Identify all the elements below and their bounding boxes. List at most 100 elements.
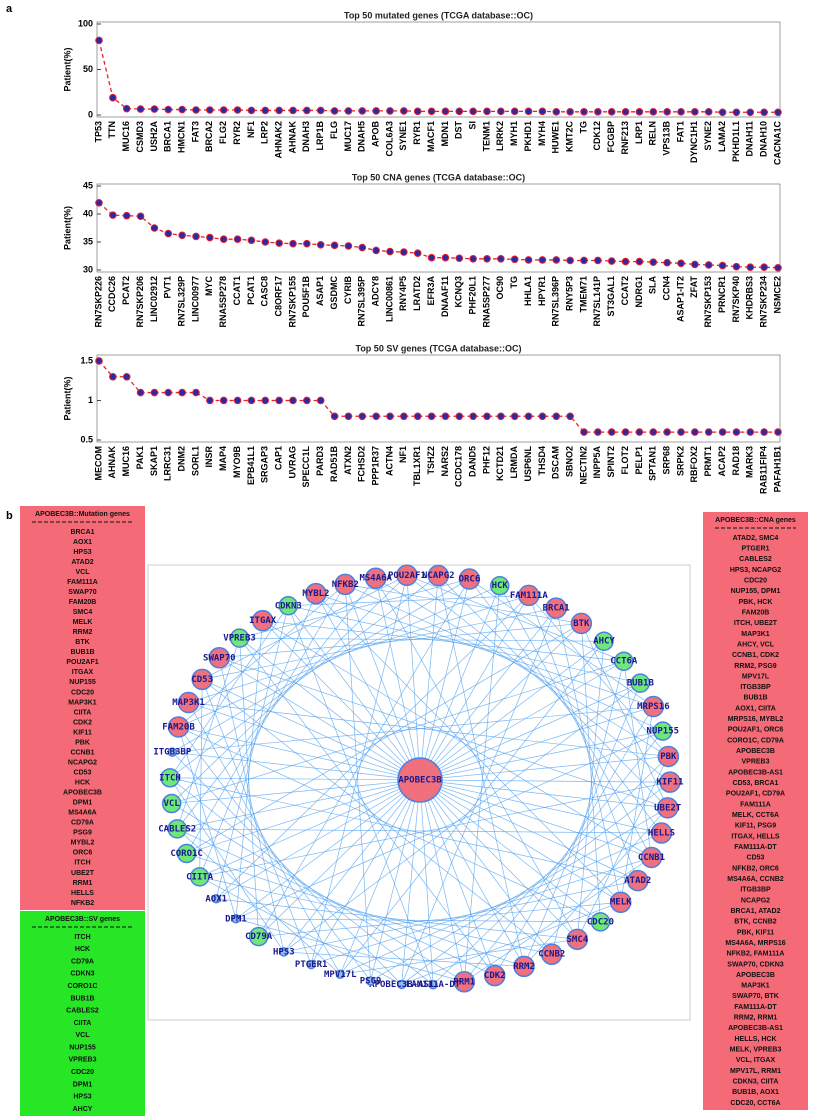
data-point [330, 107, 339, 115]
node-label: SMC4 [566, 935, 588, 945]
x-tick-label: CACNA1C [772, 121, 782, 166]
x-tick-label: PARD3 [315, 446, 325, 476]
y-tick-label: 50 [83, 64, 93, 74]
network-node [458, 568, 481, 590]
edge [419, 779, 668, 809]
edge [287, 605, 434, 985]
data-point [635, 108, 644, 116]
list-item: APOBEC3B-AS1 [728, 1025, 783, 1032]
node-label: PTGER1 [295, 960, 328, 970]
data-point [607, 428, 616, 436]
node-label: RRM2 [513, 962, 535, 972]
network-node [334, 573, 356, 596]
x-tick-label: CDK12 [592, 121, 602, 151]
network-node [208, 647, 231, 669]
list-item: FAM20B [742, 609, 770, 616]
edge [419, 595, 530, 781]
data-point [746, 108, 755, 117]
x-tick-label: RN7SKP234 [759, 276, 769, 328]
network-node [189, 867, 210, 887]
x-tick-label: SRPK2 [675, 446, 685, 476]
edge [555, 607, 622, 903]
data-point [732, 108, 741, 117]
data-point [663, 258, 671, 267]
list-item: HCK [75, 780, 90, 787]
y-tick-label: 45 [83, 180, 93, 190]
x-tick-label: HMCN1 [177, 121, 187, 153]
x-tick-label: RN7SKP226 [93, 276, 103, 328]
network-node [642, 695, 665, 718]
node-label: POU2AF1 [388, 571, 426, 581]
edge [419, 779, 465, 982]
node-label: UBE2T [654, 803, 682, 813]
data-point [524, 256, 533, 264]
list-item: CCNB1, CDK2 [732, 652, 779, 659]
edge [401, 781, 671, 985]
list-box [20, 911, 145, 1116]
x-tick-label: EPB41L1 [246, 446, 256, 485]
list-item: FAM20B [69, 599, 97, 606]
node-label: FAM111A [510, 591, 549, 601]
edge [551, 661, 625, 955]
x-tick-label: TSHZ2 [426, 446, 436, 475]
x-tick-label: MYH1 [509, 121, 519, 146]
network-node [278, 596, 299, 616]
node-label: HPS3 [273, 947, 295, 957]
data-point [261, 396, 270, 405]
data-point [122, 104, 131, 113]
list-item: CDKN3, CIITA [733, 1079, 779, 1086]
edge [419, 779, 652, 858]
network-node [428, 979, 438, 990]
list-title: APOBEC3B::SV genes [45, 916, 120, 923]
node-label: ITCH [159, 773, 181, 783]
node-label: BRCA1 [543, 604, 570, 614]
list-item: AOX1 [73, 539, 92, 546]
edge [171, 575, 408, 804]
list-item: CCNB1 [70, 749, 94, 756]
data-point [621, 428, 630, 436]
edge [370, 779, 421, 982]
x-tick-label: RNA5SP278 [218, 276, 228, 328]
edges [169, 574, 671, 985]
edge [188, 702, 341, 975]
edge [258, 578, 470, 937]
x-tick-label: RAD51B [329, 446, 339, 483]
x-tick-label: LINC02912 [149, 276, 159, 322]
x-tick-label: KCTD21 [495, 446, 505, 481]
network-node [656, 797, 679, 819]
panel-label: b [6, 510, 13, 522]
data-point [649, 108, 658, 116]
edge [375, 577, 669, 757]
network-node [160, 768, 180, 788]
data-point [400, 107, 408, 115]
x-tick-label: RYR2 [232, 121, 242, 145]
data-point [192, 106, 200, 114]
list-item: PBK, HCK [739, 599, 773, 606]
x-tick-label: MYH4 [537, 121, 547, 146]
data-point [455, 254, 464, 263]
x-tick-label: NSMCE2 [772, 276, 782, 314]
edge [310, 779, 421, 965]
x-tick-label: C8ORF17 [274, 276, 284, 317]
edge [469, 578, 662, 834]
x-tick-label: PHF20L1 [468, 276, 478, 315]
x-tick-label: RNY5P3 [565, 276, 575, 311]
list-item: MPV17L [742, 673, 770, 680]
list-item: BTK, CCNB2 [734, 919, 776, 926]
x-tick-label: CCDC178 [454, 446, 464, 487]
plot-area [96, 354, 781, 443]
node-label: MPV17L [324, 970, 357, 980]
edge [340, 832, 662, 975]
x-tick-label: TG [578, 121, 588, 134]
data-point [372, 107, 380, 115]
edge [199, 876, 552, 955]
data-point [497, 254, 505, 263]
x-tick-label: THSD4 [537, 446, 547, 476]
x-tick-label: ZFAT [689, 275, 699, 297]
list-item: UBE2T [71, 870, 95, 877]
data-point [247, 396, 256, 405]
x-tick-label: RN7SKP40 [731, 276, 741, 323]
edge [419, 578, 470, 781]
x-tick-label: RNY4P5 [398, 276, 408, 311]
data-point [566, 108, 574, 116]
